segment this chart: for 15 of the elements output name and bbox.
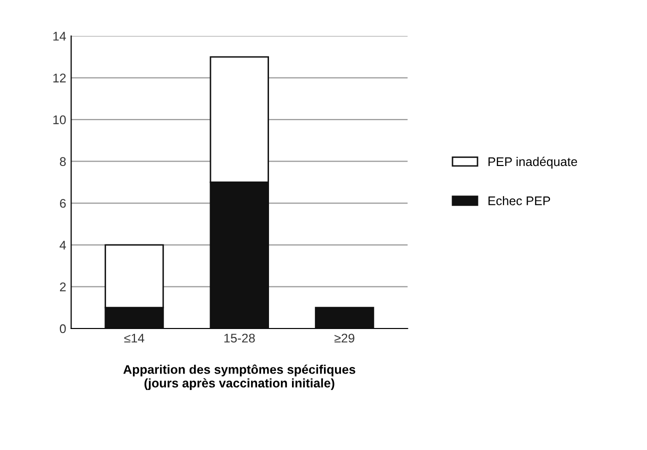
y-tick-label: 6 bbox=[60, 198, 66, 208]
y-tick-label: 4 bbox=[60, 240, 66, 250]
x-axis-title: Apparition des symptômes spécifiques (jours après vaccination initiale) bbox=[123, 364, 356, 390]
bar bbox=[314, 306, 374, 328]
y-tick-label: 0 bbox=[60, 324, 66, 334]
x-tick-label: 15-28 bbox=[224, 334, 255, 343]
y-tick-label: 10 bbox=[53, 115, 66, 124]
legend-label: PEP inadéquate bbox=[488, 156, 578, 169]
y-tick-label: 12 bbox=[53, 74, 66, 82]
y-tick-label: 8 bbox=[60, 157, 66, 166]
y-tick-label: 2 bbox=[60, 282, 66, 292]
legend-label: Echec PEP bbox=[488, 196, 550, 206]
y-tick-label: 14 bbox=[53, 32, 66, 41]
x-tick-label: ≤14 bbox=[124, 334, 144, 342]
x-tick-label: ≥29 bbox=[334, 334, 354, 343]
